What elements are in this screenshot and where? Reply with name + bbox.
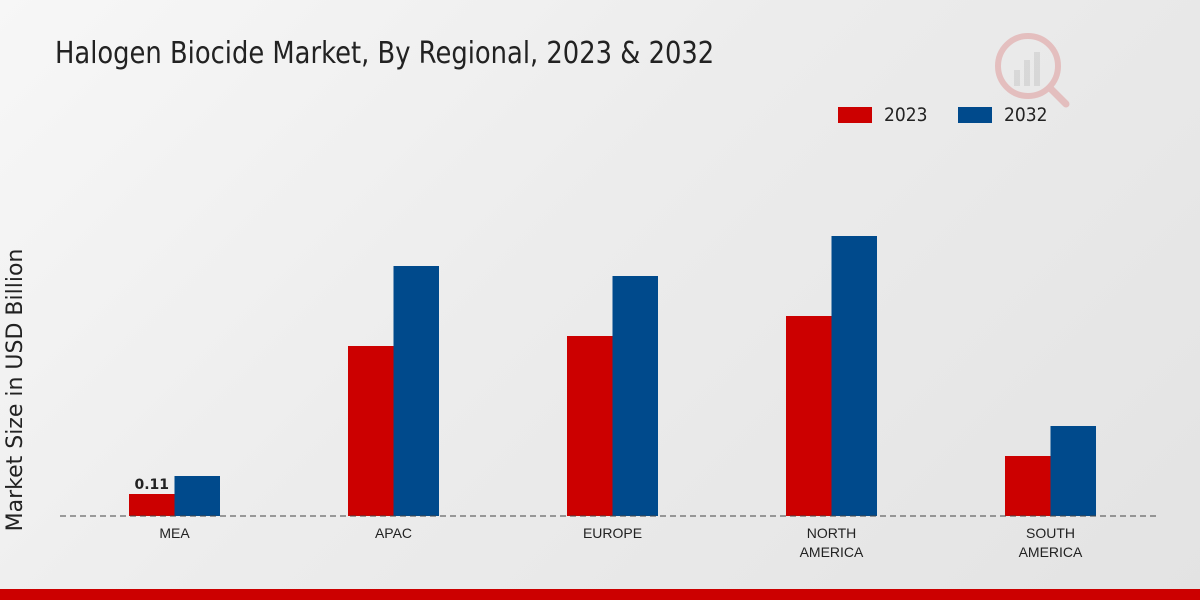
x-tick-label: AMERICA	[1019, 544, 1083, 560]
bar-2023-north-america	[786, 316, 832, 516]
x-tick-label: AMERICA	[800, 544, 864, 560]
x-tick-label: SOUTH	[1026, 525, 1075, 541]
legend-swatch-2032	[958, 107, 992, 123]
x-tick-label: NORTH	[807, 525, 857, 541]
chart-title: Halogen Biocide Market, By Regional, 202…	[55, 36, 715, 71]
bar-2023-europe	[567, 336, 613, 516]
x-tick-label: MEA	[159, 525, 190, 541]
bar-2032-mea	[174, 476, 220, 516]
bar-2032-europe	[612, 276, 658, 516]
legend-item-2023[interactable]: 2023	[838, 104, 932, 126]
watermark-logo-icon	[995, 33, 1070, 108]
footer-bar	[0, 589, 1200, 600]
bar-2032-south-america	[1050, 426, 1096, 516]
legend-item-2032[interactable]: 2032	[958, 104, 1052, 126]
legend-label-2032: 2032	[1004, 104, 1048, 126]
legend-swatch-2023	[838, 107, 872, 123]
bar-2032-apac	[393, 266, 439, 516]
bar-2023-apac	[348, 346, 394, 516]
x-tick-label: EUROPE	[583, 525, 642, 541]
bar-2023-south-america	[1005, 456, 1051, 516]
data-label: 0.11	[134, 477, 169, 493]
bar-2032-north-america	[831, 236, 877, 516]
legend-label-2023: 2023	[884, 104, 928, 126]
x-tick-label: APAC	[375, 525, 412, 541]
bar-2023-mea	[129, 494, 175, 516]
